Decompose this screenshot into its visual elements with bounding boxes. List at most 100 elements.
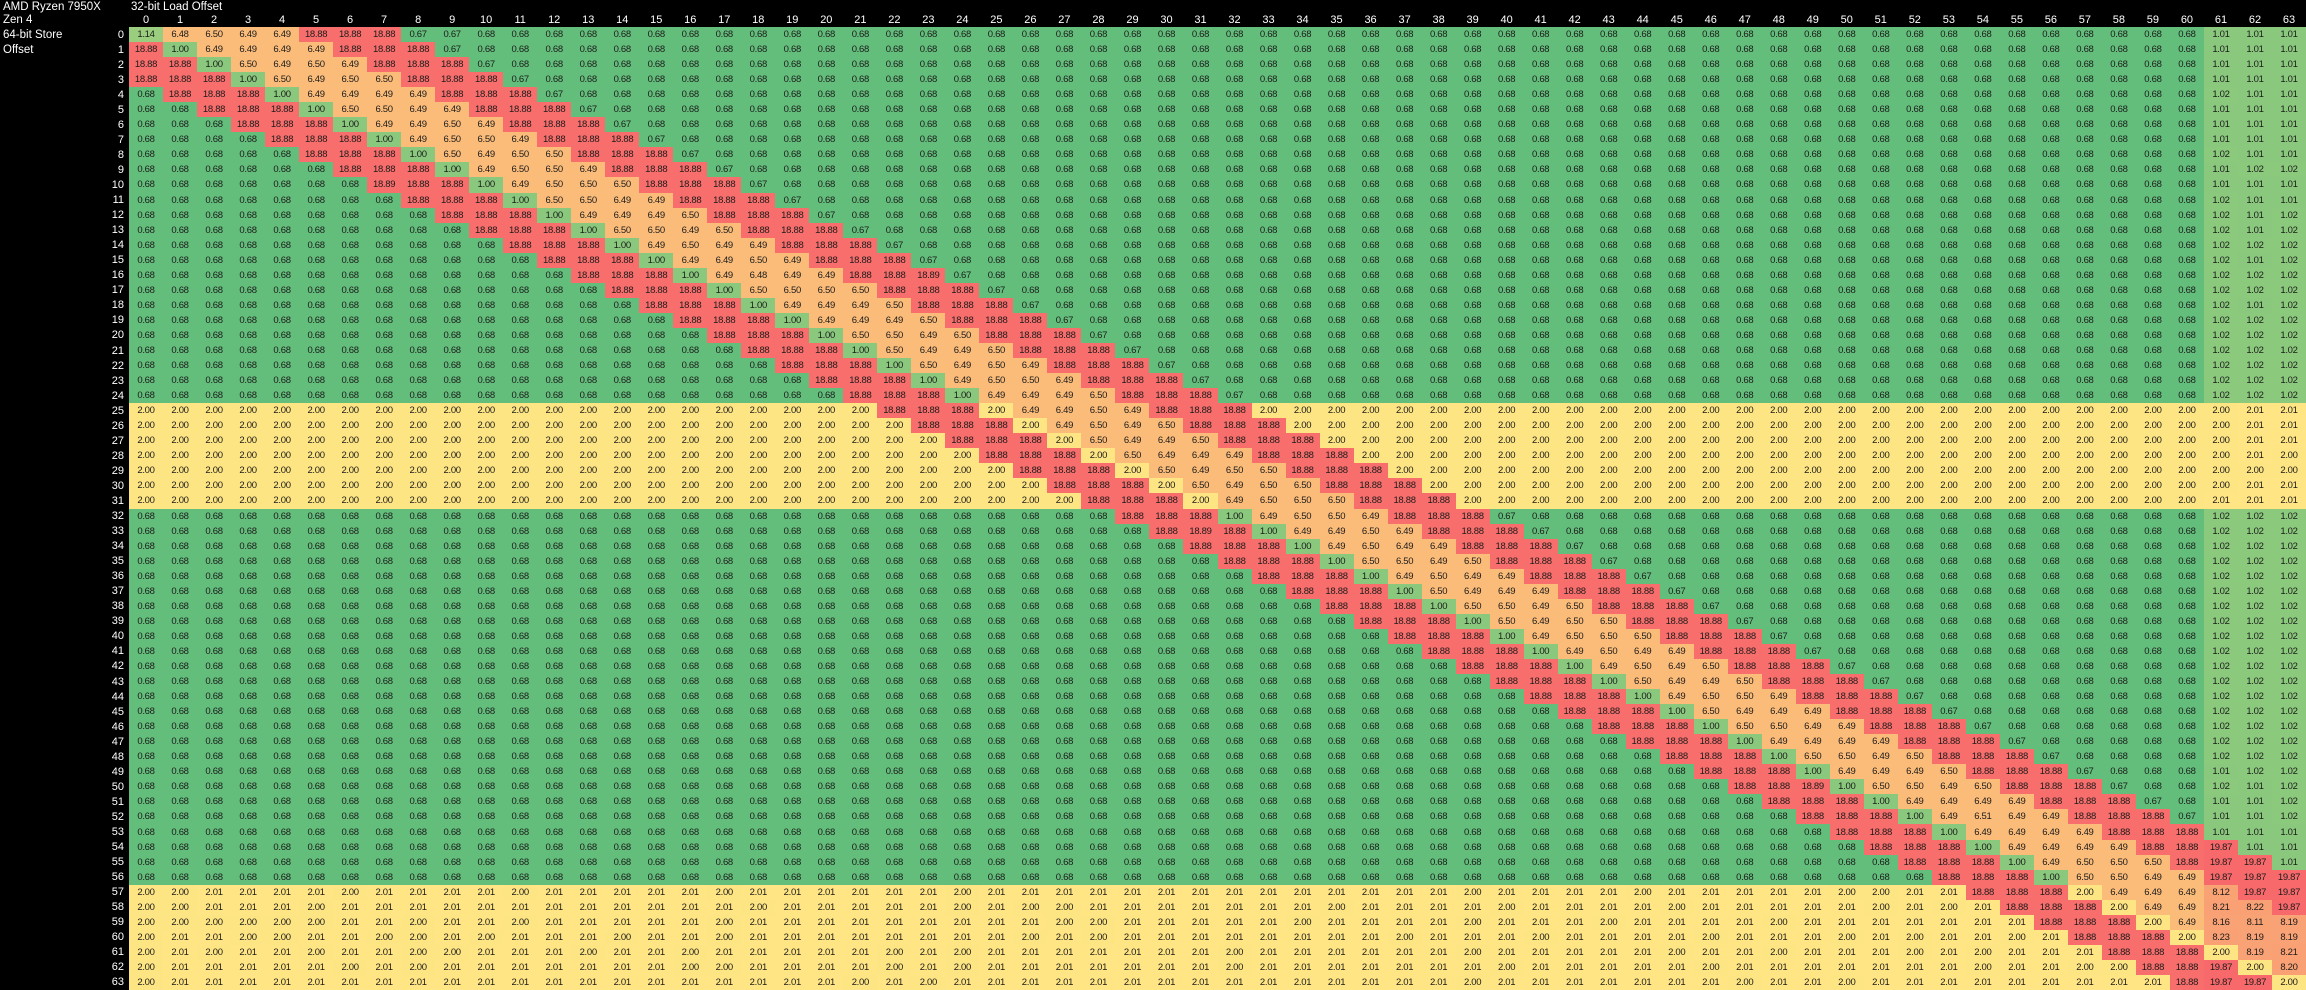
cell-r11-c44: 0.68 [1625, 192, 1660, 208]
cell-r46-c19: 0.68 [775, 719, 810, 735]
cell-r14-c60: 0.68 [2169, 237, 2204, 253]
cell-r54-c13: 0.68 [571, 839, 606, 855]
cell-r6-c30: 0.68 [1149, 117, 1184, 133]
cell-r11-c21: 0.68 [843, 192, 878, 208]
cell-r34-c41: 18.88 [1523, 538, 1558, 554]
cell-r48-c6: 0.68 [333, 749, 368, 765]
cell-r50-c24: 0.68 [945, 779, 980, 795]
cell-r33-c28: 0.68 [1081, 523, 1116, 539]
cell-r39-c24: 0.68 [945, 613, 980, 629]
cell-r44-c62: 1.02 [2237, 689, 2272, 705]
cell-r55-c35: 0.68 [1319, 854, 1354, 870]
cell-r8-c2: 0.68 [197, 147, 232, 163]
cell-r43-c2: 0.68 [197, 674, 232, 690]
cell-r60-c23: 2.01 [911, 929, 946, 945]
cell-r0-c47: 0.68 [1727, 27, 1762, 43]
cell-r54-c14: 0.68 [605, 839, 640, 855]
cell-r1-c28: 0.68 [1081, 42, 1116, 58]
cell-r1-c29: 0.68 [1115, 42, 1150, 58]
cell-r23-c7: 0.68 [367, 373, 402, 389]
col-header-40: 40 [1500, 14, 1513, 26]
cell-r54-c53: 18.88 [1931, 839, 1966, 855]
cell-r13-c44: 0.68 [1625, 222, 1660, 238]
cell-r48-c30: 0.68 [1149, 749, 1184, 765]
cell-r30-c9: 2.00 [435, 478, 470, 494]
cell-r59-c10: 2.01 [469, 914, 504, 930]
cell-r4-c62: 1.01 [2237, 87, 2272, 103]
cell-r62-c41: 2.01 [1523, 959, 1558, 975]
cell-r58-c60: 6.49 [2169, 899, 2204, 915]
cell-r23-c8: 0.68 [401, 373, 436, 389]
cell-r37-c59: 0.68 [2135, 583, 2170, 599]
cell-r32-c45: 0.68 [1659, 508, 1694, 524]
cell-r5-c47: 0.68 [1727, 102, 1762, 118]
cell-r63-c5: 2.01 [299, 974, 334, 990]
cell-r21-c39: 0.68 [1455, 342, 1490, 359]
cell-r59-c46: 2.01 [1693, 914, 1728, 930]
cell-r5-c62: 1.01 [2237, 102, 2272, 118]
cell-r55-c36: 0.68 [1353, 854, 1388, 870]
cell-r59-c47: 2.01 [1727, 914, 1762, 930]
cell-r9-c41: 0.68 [1523, 162, 1558, 178]
cell-r20-c61: 1.02 [2203, 327, 2238, 343]
cell-r27-c41: 2.00 [1523, 433, 1558, 449]
cell-r20-c57: 0.68 [2067, 327, 2102, 343]
cell-r25-c44: 2.00 [1625, 403, 1660, 419]
cell-r16-c44: 0.68 [1625, 267, 1660, 283]
cell-r59-c41: 2.01 [1523, 914, 1558, 930]
cell-r6-c59: 0.68 [2135, 117, 2170, 133]
cell-r60-c1: 2.01 [163, 929, 198, 945]
cell-r21-c25: 6.50 [979, 342, 1014, 359]
cell-r51-c4: 0.68 [265, 794, 300, 810]
cell-r59-c12: 2.01 [537, 914, 572, 930]
cell-r56-c39: 0.68 [1455, 869, 1490, 885]
cell-r21-c21: 1.00 [843, 342, 878, 359]
cell-r45-c19: 0.68 [775, 704, 810, 720]
cell-r30-c23: 2.00 [911, 478, 946, 494]
cell-r6-c14: 0.67 [605, 117, 640, 133]
cell-r44-c11: 0.68 [503, 689, 538, 705]
cell-r55-c12: 0.68 [537, 854, 572, 870]
cell-r41-c3: 0.68 [231, 643, 266, 659]
cell-r20-c34: 0.68 [1285, 327, 1320, 343]
cell-r17-c9: 0.68 [435, 282, 470, 298]
cell-r20-c52: 0.68 [1897, 327, 1932, 343]
cell-r35-c25: 0.68 [979, 553, 1014, 569]
cell-r19-c18: 18.88 [741, 312, 776, 328]
cell-r22-c28: 18.88 [1081, 358, 1116, 374]
col-header-42: 42 [1568, 14, 1581, 26]
cell-r20-c63: 1.02 [2271, 327, 2306, 343]
cell-r46-c24: 0.68 [945, 719, 980, 735]
cell-r60-c26: 2.00 [1013, 929, 1048, 945]
cell-r34-c59: 0.68 [2135, 538, 2170, 554]
cell-r28-c17: 2.00 [707, 448, 742, 464]
cell-r49-c29: 0.68 [1115, 764, 1150, 780]
cell-r2-c9: 18.88 [435, 57, 470, 73]
cell-r55-c42: 0.68 [1557, 854, 1592, 870]
cell-r23-c16: 0.68 [673, 373, 708, 389]
cell-r37-c2: 0.68 [197, 583, 232, 599]
cell-r44-c9: 0.68 [435, 689, 470, 705]
cell-r17-c7: 0.68 [367, 282, 402, 298]
cell-r42-c56: 0.68 [2033, 658, 2068, 675]
cell-r27-c40: 2.00 [1489, 433, 1524, 449]
cell-r14-c33: 0.68 [1251, 237, 1286, 253]
cell-r30-c37: 18.88 [1387, 478, 1422, 494]
cell-r38-c28: 0.68 [1081, 598, 1116, 614]
cell-r34-c24: 0.68 [945, 538, 980, 554]
cell-r9-c43: 0.68 [1591, 162, 1626, 178]
cell-r8-c51: 0.68 [1863, 147, 1898, 163]
cell-r39-c44: 18.88 [1625, 613, 1660, 629]
cell-r57-c1: 2.00 [163, 884, 198, 900]
cell-r61-c60: 18.88 [2169, 944, 2204, 960]
cell-r63-c0: 2.00 [129, 974, 164, 990]
cell-r41-c17: 0.68 [707, 643, 742, 659]
cell-r7-c58: 0.68 [2101, 132, 2136, 148]
cell-r24-c0: 0.68 [129, 388, 164, 404]
cell-r39-c59: 0.68 [2135, 613, 2170, 629]
cell-r57-c44: 2.00 [1625, 884, 1660, 900]
cell-r25-c39: 2.00 [1455, 403, 1490, 419]
cell-r3-c57: 0.68 [2067, 72, 2102, 88]
cell-r60-c9: 2.01 [435, 929, 470, 945]
cell-r61-c43: 2.01 [1591, 944, 1626, 960]
